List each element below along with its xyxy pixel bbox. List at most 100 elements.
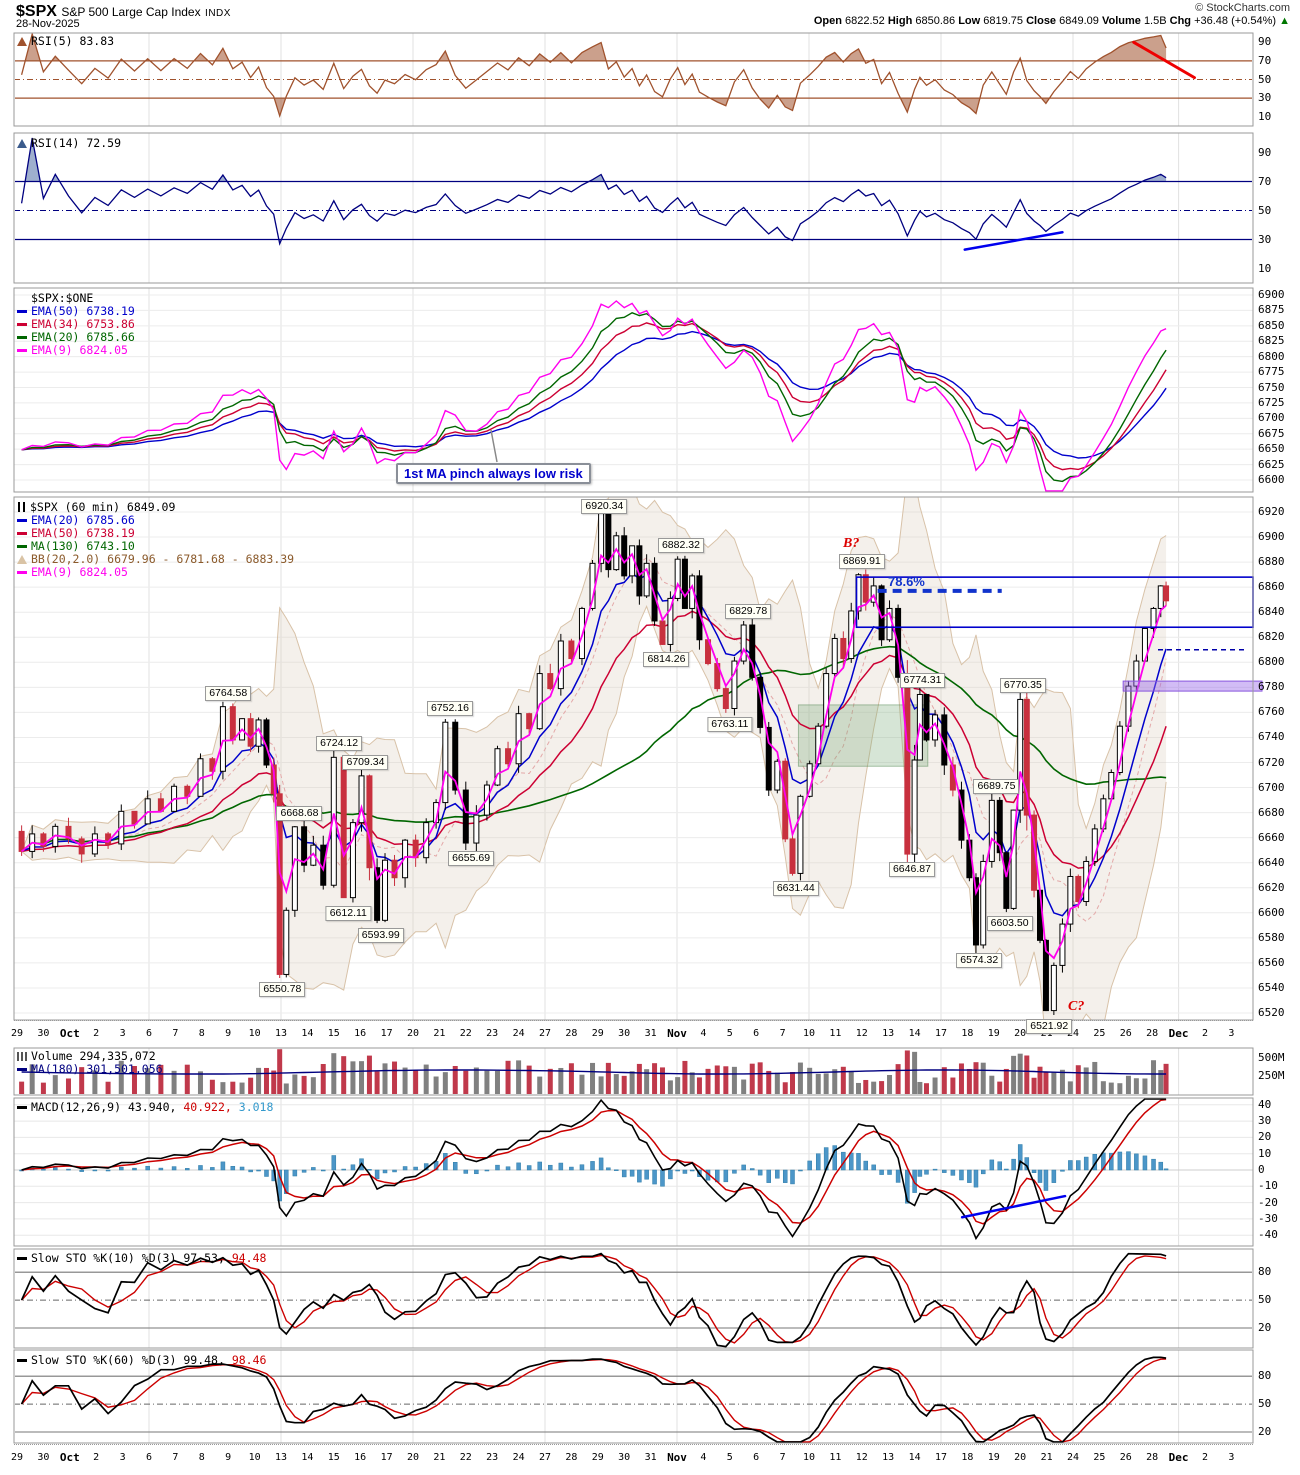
axis-tick: 30 — [1258, 91, 1272, 105]
date-label: 11 — [829, 1028, 842, 1039]
price-label: 6763.11 — [707, 716, 753, 732]
date-label: 13 — [882, 1452, 895, 1463]
axis-tick: 6875 — [1258, 303, 1285, 317]
axis-tick: 6800 — [1258, 349, 1285, 363]
ma-pinch-note: 1st MA pinch always low risk — [396, 463, 591, 484]
axis-tick: -10 — [1258, 1179, 1278, 1193]
axis-tick: 6560 — [1258, 955, 1285, 969]
date-label: 28 — [1146, 1452, 1159, 1463]
legend-row-text: BB(20,2.0) 6679.96 - 6781.68 - 6883.39 — [31, 552, 295, 566]
low-value: 6819.75 — [983, 15, 1024, 27]
axis-tick: 250M — [1258, 1069, 1285, 1082]
rsi5-legend: RSI(5) 83.83 — [17, 35, 114, 48]
axis-tick: 10 — [1258, 1146, 1272, 1160]
axis-tick: 6800 — [1258, 655, 1285, 669]
axis-tick: 20 — [1258, 1321, 1272, 1334]
date-label: 12 — [855, 1452, 868, 1463]
date-label: 7 — [172, 1028, 179, 1039]
legend-row-text: EMA(20) 6785.66 — [31, 513, 135, 527]
date-label: 14 — [908, 1452, 921, 1463]
date-label: 17 — [380, 1028, 393, 1039]
date-label: 9 — [225, 1028, 232, 1039]
axis-tick: 20 — [1258, 1130, 1272, 1144]
quote-line: Open 6822.52 High 6850.86 Low 6819.75 Cl… — [814, 15, 1290, 27]
price-label: 6764.58 — [205, 685, 252, 701]
legend-row-text: EMA(9) 6824.05 — [31, 343, 128, 357]
sto10-d-value: 94.48 — [231, 1251, 267, 1265]
axis-tick: 90 — [1258, 35, 1272, 49]
c-wave-label: C? — [1068, 999, 1085, 1014]
sto60-k-value: 99.48, — [183, 1353, 225, 1367]
date-label: 8 — [198, 1028, 205, 1039]
axis-tick: 6850 — [1258, 318, 1285, 332]
axis-tick: 6620 — [1258, 880, 1285, 894]
sto10-legend: Slow STO %K(10) %D(3) 97.53, 94.48 — [17, 1252, 266, 1265]
main-panel-legend: $SPX (60 min) 6849.09 EMA(20) 6785.66 EMA… — [17, 501, 294, 579]
date-label: 28 — [1146, 1028, 1159, 1039]
volume-bars-icon — [17, 1052, 27, 1061]
legend-row-text: EMA(20) 6785.66 — [31, 330, 135, 344]
sto10-dash-icon — [17, 1257, 27, 1260]
date-label: 19 — [987, 1028, 1000, 1039]
macd-legend: MACD(12,26,9) 43.940, 40.922, 3.018 — [17, 1101, 273, 1114]
price-label: 6631.44 — [772, 881, 819, 897]
date-label: 29 — [591, 1028, 604, 1039]
date-label: 13 — [274, 1028, 288, 1039]
date-label: 11 — [829, 1452, 842, 1463]
chg-value: +36.48 (+0.54%) — [1194, 15, 1277, 27]
date-label: 8 — [198, 1452, 205, 1463]
date-label: 2 — [93, 1452, 100, 1463]
axis-tick: 40 — [1258, 1097, 1272, 1111]
date-label: Nov — [667, 1451, 687, 1464]
date-label: 25 — [1093, 1028, 1106, 1039]
legend-row: MA(130) 6743.10 — [17, 540, 294, 553]
date-label: 21 — [1040, 1452, 1053, 1463]
date-label: 20 — [1014, 1452, 1027, 1463]
date-label: 18 — [961, 1028, 974, 1039]
copyright: © StockCharts.com — [1195, 2, 1290, 14]
price-label: 6612.11 — [325, 905, 371, 921]
axis-tick: -20 — [1258, 1195, 1278, 1209]
open-value: 6822.52 — [845, 15, 885, 27]
axis-tick: 6820 — [1258, 630, 1285, 644]
date-label: 24 — [512, 1452, 525, 1463]
date-label: 30 — [37, 1028, 50, 1039]
date-label: 20 — [406, 1028, 420, 1039]
date-label: 3 — [1228, 1452, 1235, 1463]
chart-date: 28-Nov-2025 — [16, 18, 80, 30]
ema-panel-title: $SPX:$ONE — [31, 291, 94, 305]
ema-panel-legend: $SPX:$ONE EMA(50) 6738.19 EMA(34) 6753.86… — [17, 292, 135, 357]
price-label: 6829.78 — [725, 604, 772, 619]
b-wave-label: B? — [843, 536, 860, 551]
rsi5-legend-text: RSI(5) 83.83 — [31, 34, 115, 48]
axis-tick: 6900 — [1258, 288, 1285, 301]
date-label: 3 — [119, 1028, 126, 1039]
axis-tick: 6775 — [1258, 365, 1285, 379]
date-label: 22 — [459, 1452, 472, 1463]
line-color-icon — [17, 336, 27, 339]
date-label: 30 — [37, 1452, 50, 1463]
axis-tick: 6580 — [1258, 930, 1285, 944]
axis-tick: 6600 — [1258, 905, 1285, 919]
date-label: 31 — [644, 1028, 657, 1039]
axis-tick: 6680 — [1258, 805, 1285, 819]
date-label: 2 — [1201, 1452, 1209, 1463]
date-label: 26 — [1119, 1028, 1132, 1039]
fib-786-label: 78.6% — [888, 574, 925, 589]
axis-tick: 10 — [1258, 109, 1272, 123]
date-label: 7 — [779, 1028, 786, 1039]
date-label: 2 — [1201, 1028, 1209, 1039]
price-label: 6869.91 — [838, 553, 885, 569]
price-label: 6574.32 — [956, 952, 1003, 968]
axis-tick: 6540 — [1258, 980, 1285, 994]
axis-tick: 6920 — [1258, 505, 1285, 518]
date-label: Oct — [59, 1451, 80, 1464]
candlestick-icon — [17, 502, 26, 512]
price-label: 6882.32 — [657, 538, 704, 554]
axis-tick: 6625 — [1258, 457, 1285, 471]
axis-tick: 6520 — [1258, 1006, 1285, 1019]
axis-tick: 30 — [1258, 1114, 1272, 1128]
symbol: $SPX — [16, 3, 57, 20]
date-label: 20 — [1014, 1028, 1027, 1039]
